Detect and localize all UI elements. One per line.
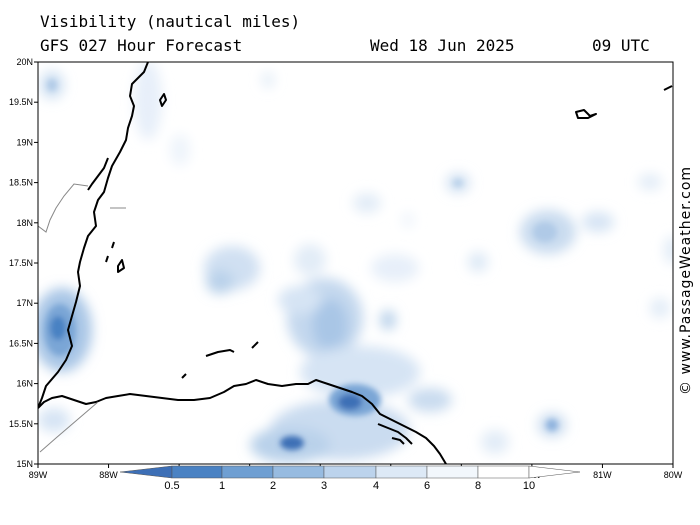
- credit-text: © www.PassageWeather.com: [678, 165, 694, 395]
- lat-label: 15.5N: [9, 419, 33, 429]
- lat-label: 17N: [16, 298, 33, 308]
- legend-label: 2: [270, 480, 276, 492]
- legend-label: 4: [373, 480, 379, 492]
- legend-label: 0.5: [164, 480, 179, 492]
- lat-label: 19.5N: [9, 97, 33, 107]
- lat-label: 19N: [16, 137, 33, 147]
- forecast-label: GFS 027 Hour Forecast: [40, 36, 243, 55]
- lon-label: 81W: [593, 470, 612, 480]
- visibility-legend: 0.5 1 2 3 4 6 8 10: [119, 465, 581, 492]
- legend-label: 10: [523, 480, 535, 492]
- forecast-date: Wed 18 Jun 2025: [370, 36, 515, 55]
- legend-swatch: [119, 465, 173, 479]
- legend-swatch: [272, 465, 325, 479]
- legend-swatch: [426, 465, 479, 479]
- legend-swatch: [221, 465, 274, 479]
- legend-label: 1: [219, 480, 225, 492]
- lat-label: 15N: [16, 459, 33, 469]
- lat-label: 16N: [16, 379, 33, 389]
- lat-label: 20N: [16, 57, 33, 67]
- forecast-time: 09 UTC: [592, 36, 650, 55]
- legend-label: 3: [321, 480, 327, 492]
- country-borders: [38, 183, 126, 453]
- lat-label: 18.5N: [9, 178, 33, 188]
- map-title: Visibility (nautical miles): [40, 12, 301, 31]
- legend-swatch: [171, 465, 223, 479]
- latitude-axis: 20N 19.5N 19N 18.5N 18N 17.5N 17N 16.5N 16N 15.5N…: [9, 57, 38, 469]
- legend-label: 6: [424, 480, 430, 492]
- legend-swatch: [323, 465, 377, 479]
- lon-label: 89W: [29, 470, 48, 480]
- legend-swatch: [477, 465, 530, 479]
- visibility-field: [38, 62, 673, 464]
- legend-swatch: [375, 465, 428, 479]
- legend-label: 8: [475, 480, 481, 492]
- lat-label: 17.5N: [9, 258, 33, 268]
- lat-label: 16.5N: [9, 338, 33, 348]
- lon-label: 80W: [664, 470, 683, 480]
- coastline: [38, 62, 673, 464]
- legend-swatch: [528, 465, 581, 479]
- lon-label: 88W: [99, 470, 118, 480]
- lat-label: 18N: [16, 218, 33, 228]
